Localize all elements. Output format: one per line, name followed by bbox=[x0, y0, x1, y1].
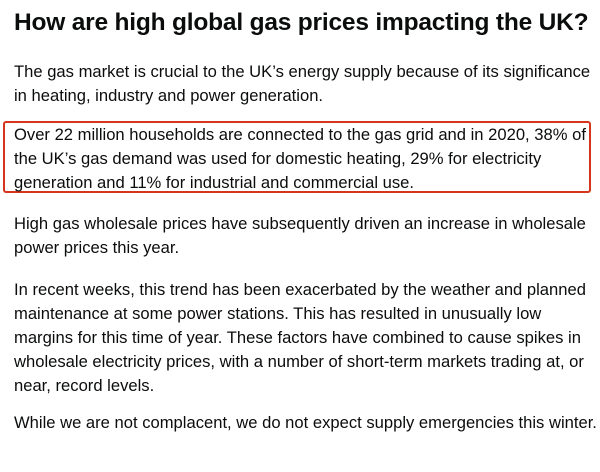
paragraph-gas-market: The gas market is crucial to the UK’s en… bbox=[14, 62, 591, 105]
paragraph-recent-weeks: In recent weeks, this trend has been exa… bbox=[14, 280, 586, 395]
highlight-box bbox=[3, 121, 591, 193]
paragraph-wholesale-prices: High gas wholesale prices have subsequen… bbox=[14, 214, 586, 257]
section-heading: How are high global gas prices impacting… bbox=[14, 9, 589, 36]
paragraph-households-highlighted: Over 22 million households are connected… bbox=[14, 125, 586, 192]
paragraph-not-complacent: While we are not complacent, we do not e… bbox=[14, 413, 597, 432]
